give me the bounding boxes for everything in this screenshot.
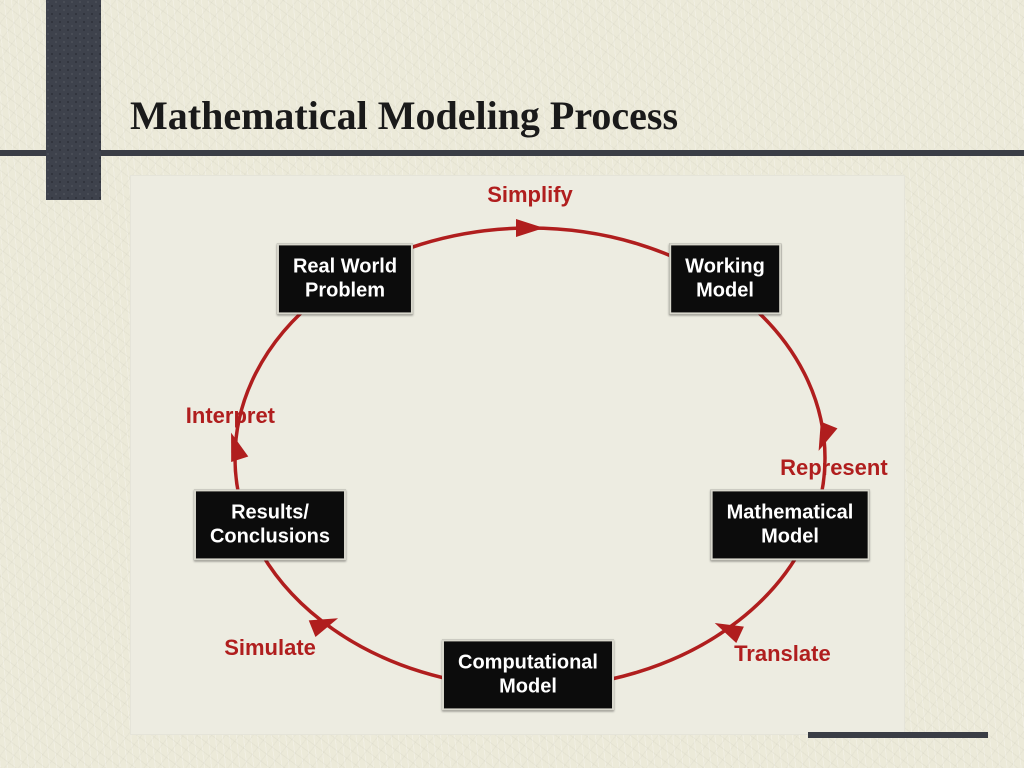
page-title: Mathematical Modeling Process (130, 92, 678, 139)
edge-label-simulate: Simulate (224, 635, 316, 661)
arrow-simplify (516, 219, 544, 237)
bottom-accent-bar (808, 732, 988, 738)
title-underline (0, 150, 1024, 156)
slide: Mathematical Modeling Process Simplify Re… (0, 0, 1024, 768)
node-mathematical-model: MathematicalModel (711, 489, 870, 560)
edge-label-simplify: Simplify (487, 182, 573, 208)
edge-label-translate: Translate (734, 641, 831, 667)
decor-vertical-block (46, 0, 101, 200)
node-working-model: WorkingModel (669, 243, 781, 314)
node-computational-model: ComputationalModel (442, 639, 614, 710)
node-real-world-problem: Real WorldProblem (277, 243, 413, 314)
node-results-conclusions: Results/Conclusions (194, 489, 346, 560)
cycle-diagram: Simplify Represent Translate Simulate Interp… (130, 175, 905, 735)
edge-label-interpret: Interpret (186, 403, 275, 429)
edge-label-represent: Represent (780, 455, 888, 481)
